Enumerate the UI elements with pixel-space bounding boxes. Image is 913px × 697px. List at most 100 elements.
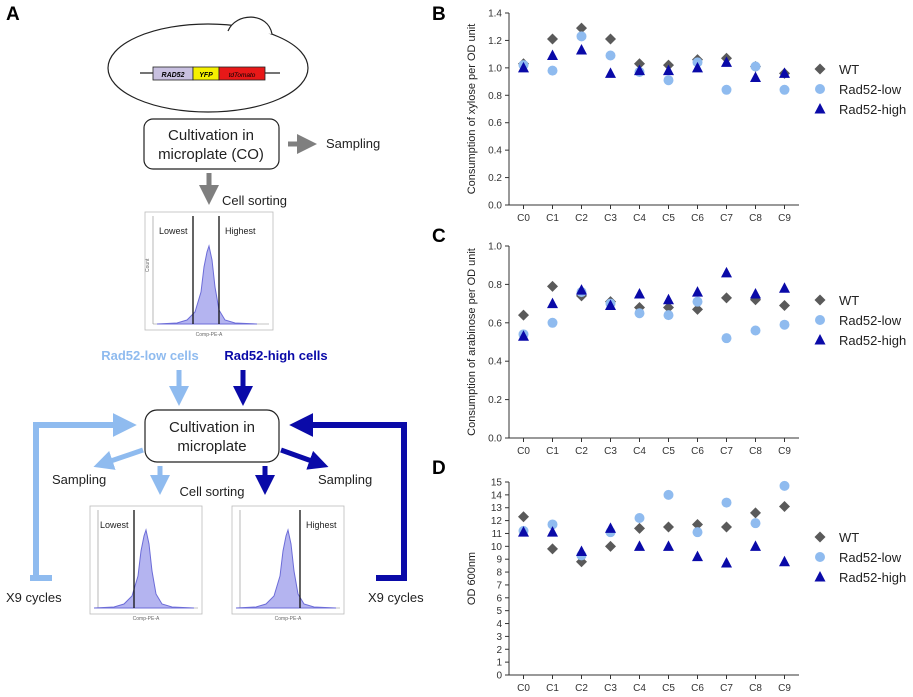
data-point-rad52-high [750, 288, 761, 299]
x-tick-label: C5 [662, 683, 675, 694]
y-tick-label: 0.6 [488, 318, 502, 329]
x-tick-label: C5 [662, 446, 675, 457]
x-tick-label: C9 [778, 683, 791, 694]
data-point-rad52-high [518, 61, 529, 73]
data-point-rad52-high [634, 288, 645, 299]
box1-line1: Cultivation in [168, 127, 254, 144]
box2-line2: microplate [177, 438, 246, 455]
yeast-cell-icon: RAD52 YFP tdTomato [107, 16, 309, 113]
data-point-wt [779, 500, 790, 512]
data-point-rad52-high [779, 282, 790, 293]
data-point-wt [634, 522, 645, 534]
y-tick-label: 5 [496, 606, 502, 617]
data-point-wt [605, 540, 616, 552]
legend-marker-rad52-high [814, 103, 826, 114]
y-tick-label: 6 [496, 593, 502, 604]
data-point-rad52-low [750, 518, 761, 529]
data-point-rad52-high [663, 64, 674, 76]
data-point-rad52-low [663, 75, 674, 86]
y-tick-label: 0 [496, 671, 502, 682]
data-point-rad52-high [663, 293, 674, 305]
histogram-top: Lowest Highest Comp-PE-A Count [144, 211, 274, 338]
x-tick-label: C3 [604, 213, 617, 224]
arrow-sampling-right [280, 447, 329, 470]
y-tick-label: 11 [492, 529, 503, 540]
data-point-wt [518, 511, 529, 523]
x-tick-label: C8 [749, 683, 762, 694]
legend-label-wt: WT [839, 62, 859, 77]
data-point-rad52-high [518, 526, 529, 537]
legend-label-rad52-high: Rad52-high [839, 102, 906, 117]
legend-marker-rad52-low [815, 84, 825, 94]
y-tick-label: 9 [496, 555, 502, 566]
y-tick-label: 12 [491, 516, 503, 527]
y-axis-label: OD 600nm [466, 552, 478, 605]
data-point-rad52-high [692, 286, 703, 297]
x-tick-label: C4 [633, 213, 646, 224]
data-point-rad52-high [547, 526, 558, 537]
legend-label-rad52-high: Rad52-high [839, 333, 906, 348]
x-tick-label: C2 [575, 683, 588, 694]
sampling-top-label: Sampling [326, 136, 380, 151]
data-point-rad52-low [721, 333, 732, 344]
data-point-rad52-low [547, 317, 558, 328]
y-tick-label: 0.0 [488, 201, 502, 212]
data-point-wt [750, 507, 761, 519]
data-point-rad52-low [721, 497, 732, 508]
y-tick-label: 15 [491, 478, 503, 489]
y-tick-label: 7 [496, 580, 502, 591]
chart-arabinose: 0.0 0.2 0.4 0.6 0.8 1.0 C0 C1 C2 C3 C4 C5 C6 C7 C8 C9 Co… [466, 242, 906, 458]
data-point-wt [605, 33, 616, 45]
data-point-wt [518, 309, 529, 321]
data-point-rad52-high [692, 550, 703, 562]
y-tick-label: 0.0 [488, 434, 502, 445]
y-tick-label: 0.2 [488, 395, 502, 406]
y-axis-label: Consumption of arabinose per OD unit [466, 248, 478, 436]
data-point-wt [721, 521, 732, 533]
hist-right-xaxis: Comp-PE-A [275, 616, 302, 622]
panel-label-c: C [432, 226, 446, 247]
data-point-rad52-high [750, 540, 761, 551]
x-tick-label: C8 [749, 446, 762, 457]
tdtomato-gene-box [218, 66, 266, 81]
data-point-rad52-high [576, 44, 587, 55]
hist-left-xaxis: Comp-PE-A [133, 616, 160, 622]
data-point-rad52-high [547, 49, 558, 61]
hist-top-highest-label: Highest [225, 226, 256, 236]
hist-top-xaxis: Comp-PE-A [196, 332, 223, 338]
x-tick-label: C2 [575, 446, 588, 457]
y-axis-label: Consumption of xylose per OD unit [466, 24, 478, 195]
data-point-rad52-low [692, 296, 703, 307]
y-tick-label: 0.8 [488, 280, 502, 291]
arrow-sampling-left [93, 447, 144, 470]
data-point-rad52-low [663, 489, 674, 500]
x-tick-label: C3 [604, 683, 617, 694]
data-point-wt [663, 521, 674, 533]
x-tick-label: C9 [778, 446, 791, 457]
hist-top-yaxis: Count [145, 258, 151, 272]
data-point-rad52-low [750, 61, 761, 72]
data-point-rad52-low [576, 31, 587, 42]
y-tick-label: 1.0 [488, 63, 502, 74]
sampling-left-label: Sampling [52, 472, 106, 487]
legend-label-wt: WT [839, 530, 859, 545]
data-point-rad52-high [605, 67, 616, 78]
legend-label-rad52-high: Rad52-high [839, 570, 906, 585]
gene-tdtomato-label: tdTomato [229, 72, 256, 79]
data-point-rad52-low [547, 519, 558, 530]
x-tick-label: C7 [720, 446, 733, 457]
histogram-bottom-right: Highest Comp-PE-A [231, 505, 345, 622]
legend-label-rad52-low: Rad52-low [839, 550, 902, 565]
gene-rad52-label: RAD52 [162, 72, 185, 79]
data-point-rad52-low [779, 480, 790, 491]
panel-label-b: B [432, 4, 446, 25]
x-tick-label: C8 [749, 213, 762, 224]
x-tick-label: C0 [517, 213, 530, 224]
data-point-rad52-high [721, 557, 732, 568]
data-point-rad52-high [547, 297, 558, 309]
data-point-rad52-low [721, 84, 732, 95]
data-point-rad52-high [576, 545, 587, 556]
x-tick-label: C4 [633, 683, 646, 694]
data-point-wt [692, 303, 703, 315]
